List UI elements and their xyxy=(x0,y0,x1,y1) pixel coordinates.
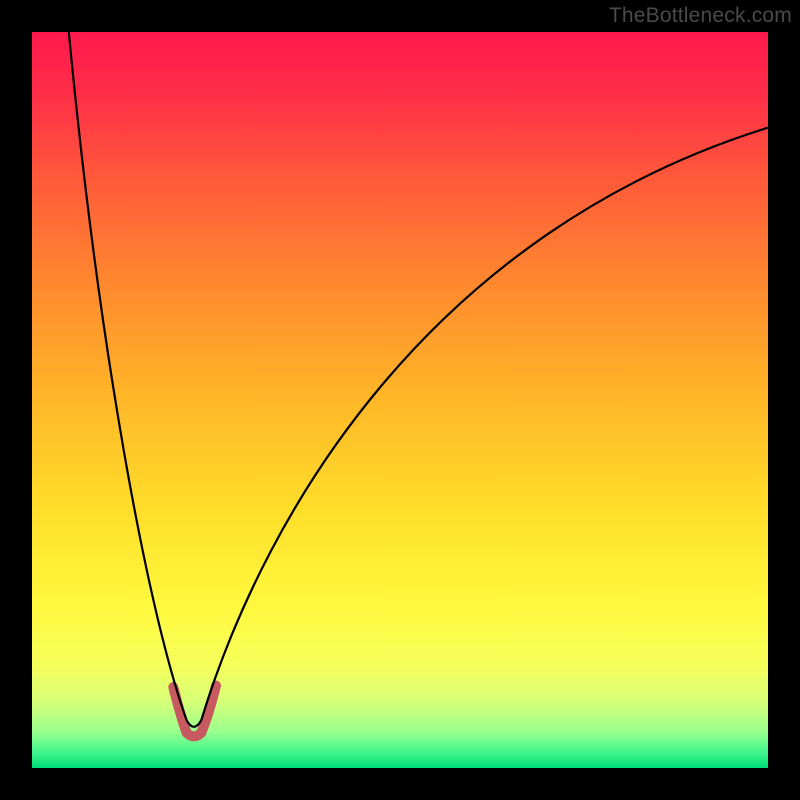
chart-svg xyxy=(32,32,768,768)
plot-area xyxy=(32,32,768,768)
chart-background xyxy=(32,32,768,768)
watermark-text: TheBottleneck.com xyxy=(609,4,792,28)
